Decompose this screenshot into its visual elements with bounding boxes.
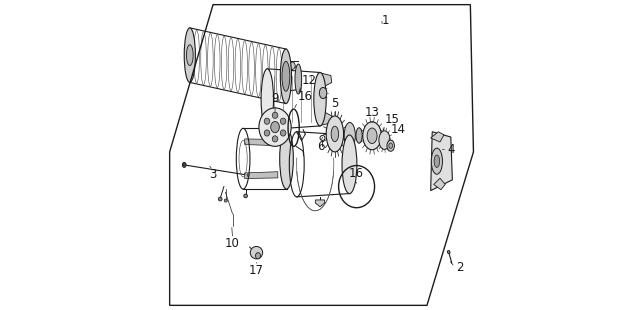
Ellipse shape <box>434 155 440 167</box>
Ellipse shape <box>367 128 377 144</box>
Text: 6: 6 <box>317 140 324 153</box>
Polygon shape <box>319 73 332 87</box>
Ellipse shape <box>280 130 286 136</box>
Ellipse shape <box>272 136 278 142</box>
Text: 16: 16 <box>349 167 364 180</box>
Text: 16: 16 <box>298 90 313 103</box>
Text: 2: 2 <box>456 261 463 274</box>
Ellipse shape <box>379 131 390 149</box>
Ellipse shape <box>356 128 362 143</box>
Polygon shape <box>319 111 332 126</box>
Ellipse shape <box>280 118 286 124</box>
Text: 3: 3 <box>209 168 217 181</box>
Ellipse shape <box>342 135 357 193</box>
Ellipse shape <box>319 87 327 99</box>
Ellipse shape <box>280 49 291 104</box>
Ellipse shape <box>295 64 301 94</box>
Polygon shape <box>244 172 278 179</box>
Text: 9: 9 <box>271 92 279 105</box>
Polygon shape <box>431 132 444 142</box>
Ellipse shape <box>387 140 394 151</box>
Text: 14: 14 <box>390 123 406 136</box>
Ellipse shape <box>182 162 186 167</box>
Ellipse shape <box>264 130 270 136</box>
Ellipse shape <box>264 118 270 124</box>
Text: 1: 1 <box>382 14 390 27</box>
Text: 13: 13 <box>365 106 380 119</box>
Ellipse shape <box>259 108 291 146</box>
Ellipse shape <box>183 164 185 166</box>
Ellipse shape <box>363 122 381 150</box>
Text: 10: 10 <box>225 237 240 250</box>
Ellipse shape <box>314 73 326 126</box>
Ellipse shape <box>184 28 195 82</box>
Ellipse shape <box>431 148 442 174</box>
Ellipse shape <box>247 174 249 176</box>
Ellipse shape <box>244 194 248 198</box>
Ellipse shape <box>344 122 355 148</box>
Text: 17: 17 <box>249 264 264 277</box>
Ellipse shape <box>331 126 339 142</box>
Polygon shape <box>244 139 278 146</box>
Text: 12: 12 <box>301 74 316 87</box>
Polygon shape <box>434 178 445 190</box>
Ellipse shape <box>389 143 392 148</box>
Ellipse shape <box>282 61 290 91</box>
Polygon shape <box>431 132 452 191</box>
Ellipse shape <box>271 122 280 133</box>
Polygon shape <box>316 200 324 207</box>
Ellipse shape <box>186 45 193 65</box>
Text: 15: 15 <box>385 113 399 126</box>
Text: 4: 4 <box>447 143 454 156</box>
Ellipse shape <box>218 197 222 201</box>
Text: 5: 5 <box>331 97 339 110</box>
Ellipse shape <box>250 246 262 259</box>
Ellipse shape <box>255 253 260 259</box>
Ellipse shape <box>326 116 344 152</box>
Ellipse shape <box>261 69 273 130</box>
Ellipse shape <box>289 62 295 69</box>
Ellipse shape <box>272 112 278 118</box>
Ellipse shape <box>447 250 450 254</box>
Ellipse shape <box>280 128 293 189</box>
Ellipse shape <box>224 199 227 202</box>
